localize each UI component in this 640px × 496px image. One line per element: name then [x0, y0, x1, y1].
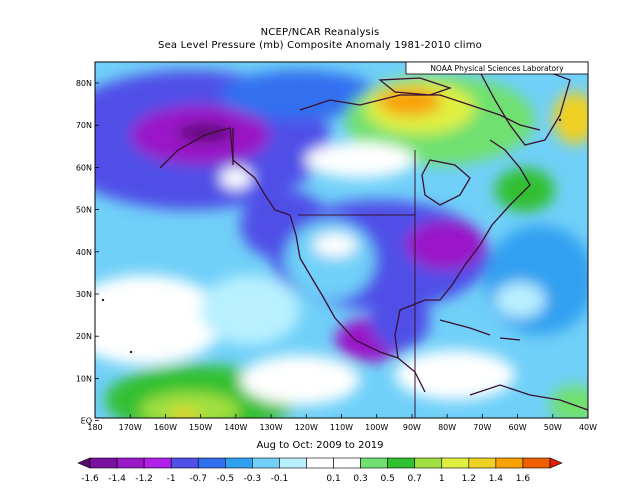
lat-tick-label: 30N	[76, 290, 92, 299]
colorbar-swatch	[170, 457, 199, 469]
lon-tick-label: 70W	[473, 423, 491, 432]
colorbar-tick-label: 1	[438, 474, 445, 484]
colorbar-swatch	[116, 457, 145, 469]
latitude-axis: 80N 70N 60N 50N 40N 30N 20N 10N EQ	[76, 79, 99, 426]
chart-title: NCEP/NCAR Reanalysis	[260, 27, 380, 38]
lat-tick-label: 40N	[76, 248, 92, 257]
colorbar-tick-label: -0.5	[216, 474, 235, 484]
lon-tick-label: 170W	[119, 423, 142, 432]
lon-tick-label: 180	[87, 423, 102, 432]
colorbar-tick-label: -0.7	[189, 474, 208, 484]
lon-tick-label: 60W	[509, 423, 527, 432]
colorbar-tick-label: 0.3	[353, 474, 368, 484]
colorbar-tick-label: -0.1	[270, 474, 289, 484]
colorbar-low-end	[77, 457, 91, 469]
colorbar-tick-label: 1.6	[515, 474, 531, 484]
colorbar-tick-label: -1.4	[108, 474, 126, 484]
lat-tick-label: EQ	[81, 417, 92, 426]
colorbar-swatch	[360, 457, 388, 469]
lat-tick-label: 20N	[76, 332, 92, 341]
colorbar-swatch	[252, 457, 280, 469]
lon-tick-label: 120W	[295, 423, 318, 432]
colorbar-tick-label: 0.7	[407, 474, 422, 484]
colorbar-swatch	[387, 457, 416, 469]
colorbar-swatch	[224, 457, 253, 469]
chart-subtitle: Sea Level Pressure (mb) Composite Anomal…	[158, 40, 482, 51]
colorbar-swatch	[495, 457, 524, 469]
colorbar-swatch	[89, 457, 118, 469]
colorbar-swatch	[414, 457, 443, 469]
colorbar-swatch	[522, 457, 551, 469]
lon-tick-label: 150W	[189, 423, 212, 432]
colorbar-swatch	[143, 457, 172, 469]
lon-tick-label: 90W	[403, 423, 421, 432]
colorbar-swatch	[306, 457, 334, 469]
colorbar-tick-label: 1.2	[461, 474, 476, 484]
colorbar-tick-label: -1	[166, 474, 176, 484]
lat-tick-label: 10N	[76, 374, 92, 383]
colorbar-tick-label: 0.1	[326, 474, 341, 484]
colorbar-swatch	[333, 457, 361, 469]
colorbar-swatch	[197, 457, 226, 469]
lat-tick-label: 70N	[76, 121, 92, 130]
lon-tick-label: 160W	[154, 423, 177, 432]
colorbar-tick-label: -1.2	[135, 474, 153, 484]
lon-tick-label: 40W	[579, 423, 597, 432]
time-period-label: Aug to Oct: 2009 to 2019	[256, 440, 384, 451]
longitude-axis: 180 170W 160W 150W 140W 130W 120W 110W 100W 90W 80…	[87, 414, 597, 432]
credit-label: NOAA Physical Sciences Laboratory	[430, 64, 564, 73]
colorbar-tick-label: -1.6	[81, 474, 99, 484]
lat-tick-label: 50N	[76, 206, 92, 215]
colorbar-swatch	[441, 457, 470, 469]
colorbar-tick-label: 1.4	[488, 474, 504, 484]
colorbar-high-end	[549, 457, 563, 469]
colorbar-tick-label: 0.5	[380, 474, 395, 484]
lat-tick-label: 60N	[76, 163, 92, 172]
lon-tick-label: 50W	[544, 423, 562, 432]
lon-tick-label: 140W	[224, 423, 247, 432]
colorbar-tick-label: -0.3	[243, 474, 262, 484]
lon-tick-label: 110W	[330, 423, 353, 432]
lat-tick-label: 80N	[76, 79, 92, 88]
lon-tick-label: 130W	[259, 423, 282, 432]
lon-tick-label: 100W	[365, 423, 388, 432]
colorbar-swatch	[279, 457, 307, 469]
lon-tick-label: 80W	[438, 423, 456, 432]
colorbar	[77, 457, 563, 469]
colorbar-swatch	[468, 457, 497, 469]
